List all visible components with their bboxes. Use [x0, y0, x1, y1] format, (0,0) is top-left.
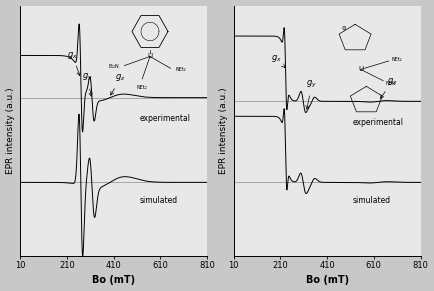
Text: $g_y$: $g_y$	[306, 79, 317, 109]
Text: $g_x$: $g_x$	[67, 49, 80, 76]
Text: simulated: simulated	[139, 196, 178, 205]
Text: simulated: simulated	[353, 196, 391, 205]
Text: $g_x$: $g_x$	[271, 53, 285, 68]
X-axis label: Bo (mT): Bo (mT)	[306, 276, 349, 285]
Text: $g_y$: $g_y$	[82, 72, 93, 96]
Text: $g_z$: $g_z$	[381, 76, 398, 98]
Y-axis label: EPR intensity (a.u.): EPR intensity (a.u.)	[6, 88, 15, 174]
Text: experimental: experimental	[139, 114, 190, 123]
Text: $g_z$: $g_z$	[111, 72, 126, 95]
Text: experimental: experimental	[353, 118, 404, 127]
Y-axis label: EPR intensity (a.u.): EPR intensity (a.u.)	[219, 88, 228, 174]
X-axis label: Bo (mT): Bo (mT)	[92, 276, 135, 285]
